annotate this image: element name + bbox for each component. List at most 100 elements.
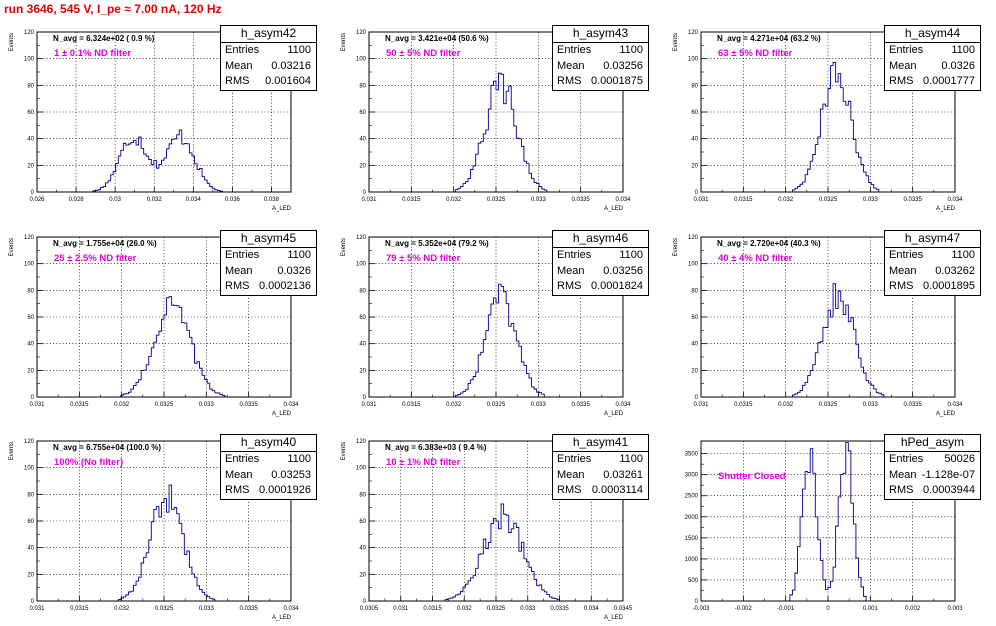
x-tick-label: 0.0315: [70, 402, 89, 408]
histogram-bin: [823, 104, 826, 192]
x-tick-label: 0: [826, 606, 830, 612]
histogram-plot: 0.031 0.0315 0.032 0.0325 0.033 0.0335 0.034 0 2…: [673, 235, 963, 417]
stats-row-rms: RMS 0.001604: [221, 74, 316, 90]
histogram-panel-h_asym43: 0.031 0.0315 0.032 0.0325 0.033 0.0335 0.034 0 2…: [332, 10, 657, 217]
x-tick-label: 0.032: [147, 197, 163, 203]
x-tick-label: 0.0335: [550, 606, 569, 612]
histogram-bin: [164, 158, 167, 192]
stats-label-rms: RMS: [557, 484, 582, 496]
axis-ticks: 0.031 0.0315 0.032 0.0325 0.033 0.0335 0.034 0 2…: [356, 235, 631, 408]
stats-value-rms: 0.0003114: [591, 484, 643, 496]
n-avg-label: N_avg = 1.755e+04 (26.0 %): [53, 239, 157, 248]
histogram-bin: [197, 169, 200, 192]
histogram-bin: [486, 130, 489, 192]
histogram-bin: [126, 145, 129, 192]
x-tick-label: 0.031: [29, 402, 45, 408]
histogram-bin: [215, 393, 218, 397]
x-tick-label: 0.031: [29, 606, 45, 612]
x-tick-label: 0.026: [29, 197, 45, 203]
histogram-title: h_asym45: [221, 231, 316, 248]
histogram-bin: [509, 326, 512, 397]
y-tick-label: 20: [359, 163, 366, 169]
x-tick-label: 0.034: [283, 606, 299, 612]
histogram-bin: [504, 104, 507, 192]
y-axis-label: Events: [673, 238, 679, 256]
stats-label-entries: Entries: [557, 44, 592, 56]
stats-label-mean: Mean: [557, 264, 585, 277]
stats-value-mean: 0.03216: [271, 59, 311, 72]
y-axis-label: Events: [673, 33, 679, 51]
x-tick-label: 0.0325: [819, 402, 838, 408]
histogram-bin: [164, 498, 167, 601]
histogram-title: h_asym40: [221, 435, 316, 452]
x-axis-label: A_LED: [604, 615, 624, 621]
histogram-bin: [144, 557, 147, 601]
stats-label-rms: RMS: [889, 75, 914, 87]
y-tick-label: 120: [24, 439, 35, 445]
y-tick-label: 0: [695, 190, 699, 196]
stats-label-mean: Mean: [225, 59, 253, 72]
stats-row-rms: RMS 0.0001926: [221, 483, 316, 499]
stats-box: h_asym45 Entries 1100 Mean 0.0326 RMS 0.000213…: [220, 230, 317, 296]
y-axis-label: Events: [9, 238, 15, 256]
histogram-bin: [172, 305, 175, 397]
histogram-panel-h_asym45: 0.031 0.0315 0.032 0.0325 0.033 0.0335 0.034 0 2…: [0, 215, 325, 422]
y-tick-label: 80: [691, 288, 698, 294]
histogram-bin: [146, 156, 149, 192]
histogram-title: hPed_asym: [885, 435, 980, 452]
histogram-bin: [841, 88, 844, 192]
y-axis-label: Events: [341, 238, 347, 256]
y-tick-label: 80: [359, 83, 366, 89]
stats-value-mean: 0.03256: [603, 59, 643, 72]
histogram-bin: [514, 523, 517, 601]
x-tick-label: 0.0335: [903, 402, 922, 408]
stats-value-entries: 1100: [287, 44, 311, 56]
x-tick-label: 0.034: [947, 197, 963, 203]
y-tick-label: 80: [27, 83, 34, 89]
y-tick-label: 0: [31, 190, 35, 196]
histogram-bin: [836, 308, 839, 397]
stats-row-entries: Entries 1100: [553, 452, 648, 468]
histogram-outline: [369, 283, 623, 398]
y-tick-label: 0: [363, 599, 367, 605]
histogram-bin: [169, 144, 172, 192]
histogram-bin: [161, 160, 164, 192]
histogram-bin: [504, 514, 507, 601]
stats-value-entries: 1100: [951, 44, 975, 56]
histogram-bin: [818, 137, 821, 192]
stats-value-mean: 0.0326: [277, 264, 311, 277]
histogram-outline: [37, 129, 291, 193]
histogram-bin: [154, 509, 157, 601]
x-tick-label: 0.0325: [487, 197, 506, 203]
x-tick-label: 0.034: [283, 402, 299, 408]
x-axis-label: A_LED: [272, 411, 292, 417]
histogram-panel-h_asym44: 0.031 0.0315 0.032 0.0325 0.033 0.0335 0.034 0 2…: [664, 10, 989, 217]
run-title: run 3646, 545 V, I_pe ≈ 7.00 nA, 120 Hz: [4, 2, 222, 16]
y-tick-label: 60: [27, 110, 34, 116]
y-tick-label: 20: [27, 163, 34, 169]
histogram-bin: [156, 507, 159, 601]
stats-row-rms: RMS 0.0001824: [553, 279, 648, 295]
n-avg-label: N_avg = 6.755e+04 (100.0 %): [53, 443, 162, 452]
x-tick-label: 0.0315: [734, 402, 753, 408]
stats-row-mean: Mean -1.128e-07: [885, 468, 980, 484]
stats-row-entries: Entries 1100: [885, 43, 980, 59]
y-tick-label: 40: [691, 137, 698, 143]
histogram-title: h_asym46: [553, 231, 648, 248]
stats-label-entries: Entries: [557, 249, 592, 261]
y-tick-label: 40: [27, 137, 34, 143]
stats-label-entries: Entries: [557, 453, 592, 465]
stats-row-mean: Mean 0.0326: [885, 59, 980, 75]
y-axis-label: Events: [341, 33, 347, 51]
y-tick-label: 100: [688, 262, 699, 268]
histogram-bin: [182, 144, 185, 192]
histogram-bin: [843, 473, 846, 601]
stats-label-entries: Entries: [889, 453, 924, 465]
x-tick-label: -0.001: [777, 606, 795, 612]
stats-box: h_asym44 Entries 1100 Mean 0.0326 RMS 0.000177…: [884, 25, 981, 91]
y-tick-label: 80: [27, 492, 34, 498]
y-tick-label: 40: [359, 342, 366, 348]
y-tick-label: 60: [691, 315, 698, 321]
histogram-bin: [131, 591, 134, 601]
x-tick-label: 0.034: [615, 197, 631, 203]
